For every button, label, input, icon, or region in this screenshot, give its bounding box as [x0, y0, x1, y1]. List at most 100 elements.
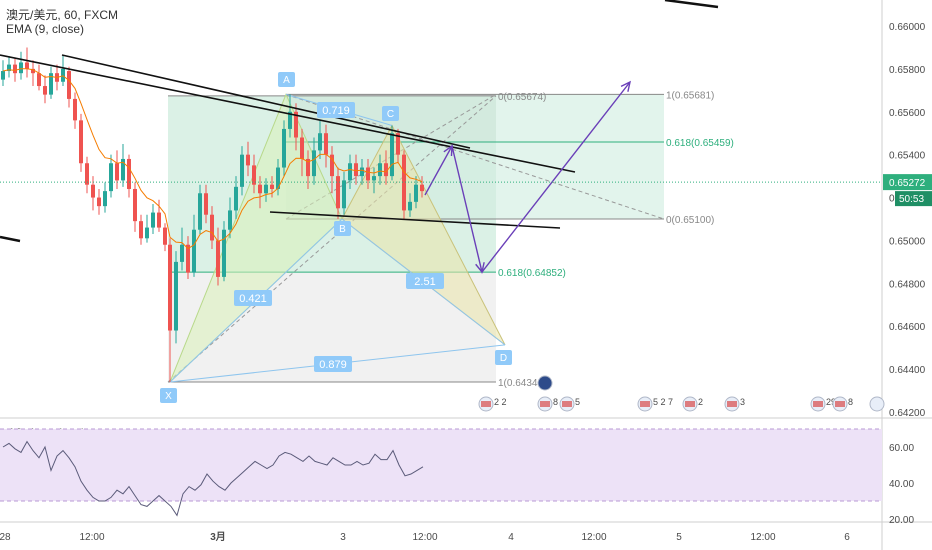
price-tick-label: 0.64600 — [889, 322, 926, 333]
candle-body — [31, 68, 35, 74]
candle-body — [342, 180, 346, 209]
candle-body — [97, 197, 101, 207]
arrowhead-1 — [443, 144, 453, 157]
candle-body — [145, 227, 149, 239]
candle-body — [192, 229, 196, 273]
candle-body — [408, 201, 412, 211]
candle-body — [366, 167, 370, 181]
candle-body — [222, 229, 226, 277]
current-price-value: 0.65272 — [889, 178, 926, 189]
candle-body — [420, 184, 424, 192]
event-count: 3 — [740, 397, 745, 407]
time-tick-label: 12:00 — [412, 532, 437, 543]
time-tick-label: 12:00 — [581, 532, 606, 543]
candle-body — [360, 167, 364, 177]
ema-line — [2, 68, 423, 250]
candle-body — [264, 184, 268, 194]
event-flag-icon — [869, 396, 885, 412]
price-tick-label: 0.64400 — [889, 365, 926, 376]
price-tick-label: 0.65600 — [889, 108, 926, 119]
candle-body — [115, 163, 119, 181]
pattern-point-A: A — [283, 75, 290, 86]
event-count: 8 — [553, 397, 558, 407]
candle-body — [174, 261, 178, 331]
candle-body — [402, 154, 406, 211]
candle-body — [210, 214, 214, 241]
projection-path — [424, 81, 631, 274]
candle-body — [324, 133, 328, 155]
pattern-point-C: C — [387, 109, 394, 120]
candle-body — [270, 184, 274, 189]
rsi-band — [0, 429, 882, 501]
trendline-left-stub — [0, 235, 21, 243]
candle-body — [67, 71, 71, 99]
candle-body — [300, 137, 304, 159]
candle-body — [246, 154, 250, 166]
candle-body — [37, 73, 41, 87]
candle-body — [49, 73, 53, 95]
pattern-point-X: X — [165, 391, 172, 402]
candle-body — [151, 212, 155, 228]
candle-body — [139, 221, 143, 239]
price-tick-label: 0.66000 — [889, 22, 926, 33]
pattern-point-box-X — [160, 388, 177, 403]
event-count: 2 — [698, 397, 703, 407]
pattern-ratio-box — [314, 356, 352, 372]
trendline-upper-2 — [61, 54, 471, 149]
event-flag-stripe — [685, 401, 695, 407]
candle-body — [390, 133, 394, 177]
arrowhead-3 — [620, 80, 631, 92]
event-count: 2 2 — [494, 397, 507, 407]
candle-body — [157, 212, 161, 228]
candle-body — [414, 184, 418, 202]
candle-body — [91, 184, 95, 198]
candle-body — [240, 154, 244, 187]
event-count: 5 — [575, 397, 580, 407]
event-count: 29 — [826, 397, 836, 407]
event-flag-stripe — [835, 401, 845, 407]
pattern-ratio-box — [317, 102, 355, 118]
candle-body — [204, 193, 208, 215]
candle-body — [25, 62, 29, 69]
candle-body — [163, 227, 167, 245]
candle-body — [354, 163, 358, 177]
candle-body — [109, 163, 113, 192]
candle-body — [252, 165, 256, 185]
price-tick-label: 0.65000 — [889, 236, 926, 247]
pattern-point-box-B — [334, 221, 351, 236]
candle-body — [133, 188, 137, 222]
pattern-ratio-label: 0.879 — [319, 359, 347, 371]
pattern-point-box-A — [278, 72, 295, 87]
event-flag-stripe — [562, 401, 572, 407]
candle-body — [330, 154, 334, 177]
pattern-point-box-D — [495, 350, 512, 365]
candle-body — [127, 158, 131, 189]
fib-label-upper-0: 0(0.65100) — [666, 215, 714, 226]
time-tick-label: 12:00 — [79, 532, 104, 543]
time-tick-label: 3月 — [210, 531, 226, 543]
price-tick-label: 0.64200 — [889, 408, 926, 419]
candle-body — [258, 184, 262, 194]
candle-body — [336, 176, 340, 209]
current-price-tag — [883, 174, 932, 191]
candle-body — [306, 158, 310, 177]
candle-body — [312, 150, 316, 177]
candle-body — [198, 193, 202, 230]
time-tick-label: 6 — [844, 532, 850, 543]
event-flag-stripe — [640, 401, 650, 407]
pattern-point-box-C — [382, 106, 399, 121]
time-tick-label: 28 — [0, 532, 11, 543]
fib-label-lower-1: 1(0.6434 — [498, 378, 538, 389]
candle-body — [180, 244, 184, 262]
candle-body — [234, 186, 238, 211]
event-flag-stripe — [540, 401, 550, 407]
time-tick-label: 12:00 — [750, 532, 775, 543]
candle-body — [276, 167, 280, 189]
candle-body — [168, 244, 172, 331]
candle-body — [121, 158, 125, 181]
candle-body — [348, 163, 352, 181]
ema-title: EMA (9, close) — [6, 22, 85, 36]
rsi-tick-label: 20.00 — [889, 515, 914, 526]
time-tick-label: 4 — [508, 532, 514, 543]
